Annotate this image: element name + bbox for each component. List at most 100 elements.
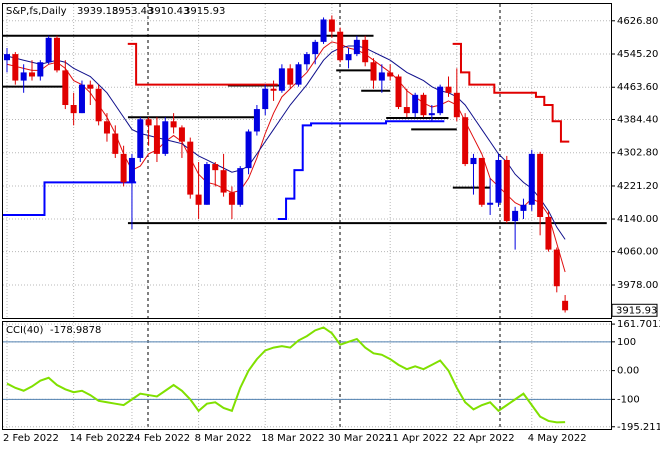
candle-body <box>345 54 352 61</box>
candle-body <box>445 86 452 93</box>
candle-body <box>287 68 294 85</box>
candle-body <box>78 84 85 114</box>
x-tick-label: 2 Feb 2022 <box>3 433 59 444</box>
overlay-line <box>6 45 566 240</box>
y-tick-label: 4384.40 <box>617 114 658 125</box>
x-tick-label: 8 Mar 2022 <box>195 433 252 444</box>
x-tick-label: 14 Feb 2022 <box>70 433 132 444</box>
y-tick-label: -100 <box>617 394 640 405</box>
candle-body <box>378 72 385 81</box>
candle-body <box>495 159 502 203</box>
price-panel-frame <box>2 3 612 319</box>
candle-body <box>87 84 94 89</box>
candle-body <box>220 170 227 193</box>
candle-body <box>170 121 177 128</box>
candle-body <box>137 119 144 158</box>
candle-body <box>362 39 369 63</box>
y-tick-label: 4626.80 <box>617 16 658 27</box>
candle-body <box>428 113 435 116</box>
candle-body <box>437 86 444 114</box>
x-tick-label: 11 Apr 2022 <box>386 433 448 444</box>
candle-body <box>162 121 169 154</box>
y-tick-label: 0.00 <box>617 366 639 377</box>
candle-body <box>545 216 552 250</box>
candle-body <box>478 157 485 205</box>
candle-body <box>228 192 235 205</box>
candle-body <box>512 210 519 222</box>
candle-body <box>270 88 277 91</box>
candle-body <box>395 76 402 108</box>
candle-body <box>537 153 544 217</box>
candle-body <box>187 141 194 195</box>
y-tick-label: 4302.80 <box>617 148 658 159</box>
candle-body <box>487 202 494 205</box>
candle-body <box>203 164 210 205</box>
x-tick-label: 24 Feb 2022 <box>128 433 190 444</box>
y-tick-label: 161.7013 <box>617 319 660 330</box>
candle-body <box>112 133 119 154</box>
candle-body <box>45 37 52 63</box>
candle-body <box>295 64 302 85</box>
overlay-line <box>127 42 278 86</box>
cci-current: -178.9878 <box>50 325 101 336</box>
candle-body <box>62 70 69 106</box>
y-tick-label: 4463.60 <box>617 82 658 93</box>
cci-panel-frame <box>2 321 612 430</box>
candle-body <box>145 119 152 126</box>
y-tick-label: -195.2111 <box>617 422 660 433</box>
header-open: 3939.18 <box>77 6 118 17</box>
y-tick-label: 3978.00 <box>617 280 658 291</box>
header-close: 3915.93 <box>184 6 225 17</box>
candle-body <box>312 41 319 55</box>
cci-line <box>6 326 566 424</box>
candle-body <box>245 131 252 169</box>
y-tick-label: 4060.00 <box>617 247 658 258</box>
candle-body <box>303 54 310 65</box>
x-tick-label: 18 Mar 2022 <box>261 433 324 444</box>
candle-body <box>103 121 110 134</box>
candle-body <box>403 107 410 114</box>
candle-body <box>420 94 427 116</box>
candle-body <box>262 88 269 110</box>
y-tick-label: 4221.20 <box>617 181 658 192</box>
candle-body <box>70 105 77 114</box>
candle-body <box>120 153 127 183</box>
candle-body <box>553 249 560 287</box>
candle-body <box>503 159 510 222</box>
candle-body <box>128 157 135 183</box>
overlay-line <box>2 181 137 216</box>
y-tick-label: 4545.20 <box>617 49 658 60</box>
candle-body <box>37 62 44 77</box>
candle-body <box>470 157 477 165</box>
chart-title: S&P,fs,Daily <box>6 6 67 17</box>
candle-body <box>28 72 35 77</box>
candle-body <box>562 300 569 311</box>
x-tick-label: 22 Apr 2022 <box>453 433 515 444</box>
candle-body <box>387 72 394 77</box>
candle-body <box>12 54 19 81</box>
candle-body <box>253 109 260 132</box>
overlay-line <box>277 120 445 221</box>
candle-body <box>320 19 327 42</box>
candle-body <box>528 153 535 205</box>
y-tick-label: 100 <box>617 337 636 348</box>
candle-body <box>328 19 335 32</box>
candle-body <box>353 39 360 55</box>
candle-body <box>520 204 527 211</box>
candle-body <box>195 194 202 205</box>
candle-body <box>4 54 10 61</box>
candle-body <box>178 127 185 142</box>
candle-body <box>212 164 219 171</box>
header-high: 3953.43 <box>112 6 153 17</box>
candle-body <box>237 168 244 205</box>
candle-body <box>337 31 344 61</box>
candle-body <box>153 125 160 154</box>
x-tick-label: 4 May 2022 <box>528 433 587 444</box>
candle-body <box>278 68 285 91</box>
header-low: 3910.43 <box>148 6 189 17</box>
x-tick-label: 30 Mar 2022 <box>328 433 391 444</box>
last-price-label: 3915.93 <box>616 305 657 316</box>
candle-body <box>20 72 27 81</box>
y-tick-label: 4140.00 <box>617 214 658 225</box>
